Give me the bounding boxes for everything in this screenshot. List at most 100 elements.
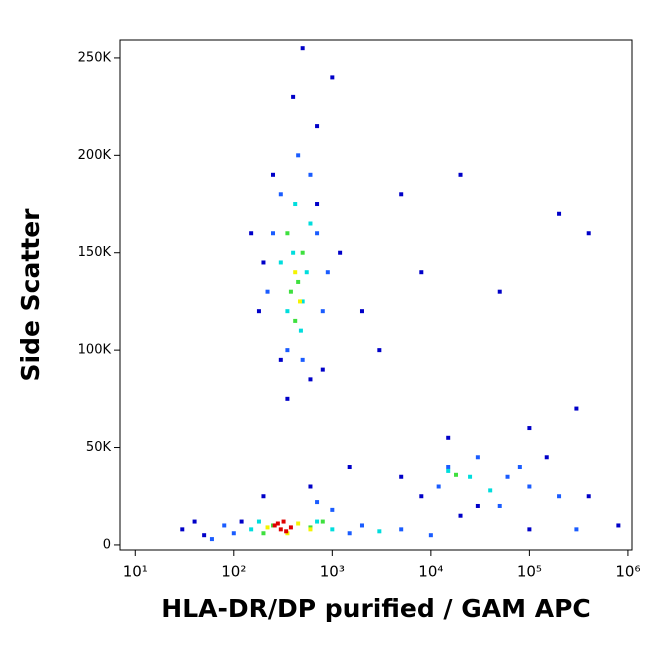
point bbox=[315, 231, 320, 236]
y-tick-label: 50K bbox=[86, 440, 112, 455]
point bbox=[300, 46, 305, 51]
point bbox=[278, 192, 283, 197]
y-tick-label: 150K bbox=[78, 245, 112, 260]
point bbox=[497, 289, 502, 294]
point bbox=[304, 270, 309, 275]
point bbox=[278, 527, 283, 532]
point bbox=[359, 309, 364, 314]
point bbox=[468, 474, 473, 479]
point bbox=[320, 367, 325, 372]
point bbox=[275, 521, 280, 526]
point bbox=[293, 318, 298, 323]
x-tick-label: 10³ bbox=[320, 563, 345, 581]
point bbox=[298, 299, 303, 304]
point bbox=[574, 406, 579, 411]
point bbox=[428, 533, 433, 538]
point bbox=[298, 328, 303, 333]
point bbox=[330, 75, 335, 80]
point bbox=[527, 426, 532, 431]
point bbox=[347, 531, 352, 536]
point bbox=[261, 260, 266, 265]
point bbox=[517, 465, 522, 470]
point bbox=[284, 529, 289, 534]
point bbox=[285, 348, 290, 353]
point bbox=[446, 435, 451, 440]
point bbox=[399, 474, 404, 479]
point bbox=[557, 494, 562, 499]
point bbox=[288, 525, 293, 530]
point bbox=[293, 270, 298, 275]
point bbox=[527, 484, 532, 489]
point bbox=[320, 519, 325, 524]
point bbox=[300, 250, 305, 255]
point bbox=[308, 221, 313, 226]
x-tick-label: 10⁵ bbox=[517, 563, 542, 581]
point bbox=[399, 527, 404, 532]
point bbox=[419, 494, 424, 499]
point bbox=[192, 519, 197, 524]
point bbox=[249, 527, 254, 532]
point bbox=[315, 500, 320, 505]
point bbox=[291, 94, 296, 99]
point bbox=[261, 494, 266, 499]
point bbox=[586, 494, 591, 499]
point bbox=[222, 523, 227, 528]
point bbox=[586, 231, 591, 236]
point bbox=[330, 527, 335, 532]
y-tick-label: 0 bbox=[103, 537, 111, 552]
point bbox=[296, 279, 301, 284]
y-tick-label: 250K bbox=[78, 50, 112, 65]
point bbox=[527, 527, 532, 532]
point bbox=[454, 472, 459, 477]
point bbox=[475, 455, 480, 460]
y-axis-title: Side Scatter bbox=[16, 208, 45, 382]
x-tick-label: 10⁴ bbox=[418, 563, 443, 581]
point bbox=[278, 260, 283, 265]
point bbox=[616, 523, 621, 528]
point bbox=[330, 507, 335, 512]
point bbox=[272, 523, 277, 528]
point bbox=[296, 521, 301, 526]
point bbox=[475, 503, 480, 508]
point bbox=[419, 270, 424, 275]
point bbox=[265, 525, 270, 530]
point bbox=[308, 377, 313, 382]
point bbox=[202, 533, 207, 538]
plot-frame bbox=[119, 39, 633, 551]
point bbox=[325, 270, 330, 275]
point bbox=[239, 519, 244, 524]
point bbox=[231, 531, 236, 536]
point bbox=[285, 396, 290, 401]
point bbox=[281, 519, 286, 524]
point bbox=[458, 172, 463, 177]
point bbox=[180, 527, 185, 532]
point bbox=[288, 289, 293, 294]
point bbox=[249, 231, 254, 236]
point bbox=[497, 503, 502, 508]
point bbox=[399, 192, 404, 197]
point bbox=[315, 519, 320, 524]
point bbox=[256, 309, 261, 314]
point bbox=[338, 250, 343, 255]
point bbox=[377, 529, 382, 534]
point bbox=[278, 357, 283, 362]
point bbox=[320, 309, 325, 314]
point bbox=[359, 523, 364, 528]
y-tick-label: 200K bbox=[78, 148, 112, 163]
y-tick-label: 100K bbox=[78, 343, 112, 358]
point bbox=[261, 531, 266, 536]
point bbox=[256, 519, 261, 524]
point bbox=[377, 348, 382, 353]
point bbox=[446, 465, 451, 470]
point bbox=[293, 202, 298, 207]
point bbox=[300, 299, 305, 304]
point bbox=[458, 513, 463, 518]
point bbox=[557, 211, 562, 216]
point bbox=[296, 153, 301, 158]
point bbox=[505, 474, 510, 479]
point bbox=[315, 202, 320, 207]
point bbox=[285, 309, 290, 314]
point bbox=[308, 484, 313, 489]
point bbox=[291, 250, 296, 255]
